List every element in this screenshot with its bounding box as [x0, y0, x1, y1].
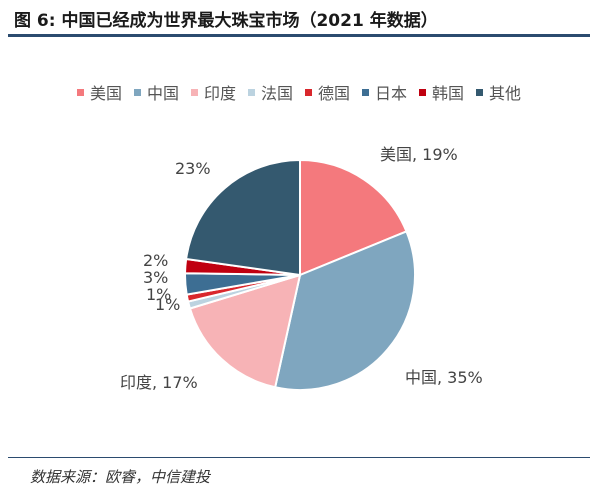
legend-label: 法国 — [260, 84, 293, 103]
footer-divider — [8, 457, 590, 458]
pie-slice — [184, 158, 301, 277]
slice-data-label: 23% — [175, 159, 211, 178]
title-divider — [8, 34, 590, 37]
slice-data-label: 美国, 19% — [380, 145, 458, 164]
slice-data-label: 印度, 17% — [120, 373, 198, 392]
legend-label: 德国 — [318, 84, 351, 103]
slice-data-label: 1% — [146, 285, 171, 304]
pie-slice — [299, 158, 408, 277]
legend-swatch — [190, 88, 198, 96]
legend-swatch — [419, 88, 427, 96]
legend-item: 美国 — [76, 80, 122, 104]
slice-data-label: 中国, 35% — [405, 368, 483, 387]
chart-title: 图 6: 中国已经成为世界最大珠宝市场（2021 年数据） — [14, 11, 438, 31]
legend-swatch — [133, 88, 141, 96]
legend-item: 韩国 — [419, 80, 464, 104]
slice-data-label: 1% — [155, 295, 180, 314]
legend-item: 印度 — [190, 80, 236, 104]
legend-swatch — [76, 88, 84, 96]
legend-item: 其他 — [476, 80, 521, 104]
legend-label: 其他 — [489, 84, 522, 103]
legend-label: 印度 — [203, 84, 236, 103]
legend-item: 日本 — [362, 80, 407, 104]
legend-item: 中国 — [133, 80, 179, 104]
legend-swatch — [476, 88, 484, 96]
legend-item: 德国 — [305, 80, 350, 104]
legend-label: 美国 — [89, 84, 122, 103]
slice-data-label: 3% — [143, 268, 168, 287]
legend-item: 法国 — [247, 80, 293, 104]
chart-legend: 美国 中国 印度 法国 德国 日本 韩国 其他 — [0, 80, 598, 104]
legend-label: 中国 — [146, 84, 179, 103]
slice-data-label: 2% — [143, 251, 168, 270]
legend-swatch — [305, 88, 312, 96]
legend-swatch — [247, 88, 255, 96]
legend-label: 日本 — [375, 84, 408, 103]
legend-label: 韩国 — [432, 84, 465, 103]
legend-swatch — [362, 88, 370, 96]
pie-slice — [188, 273, 302, 389]
pie-slice — [273, 230, 416, 391]
source-note: 数据来源：欧睿，中信建投 — [30, 468, 211, 486]
